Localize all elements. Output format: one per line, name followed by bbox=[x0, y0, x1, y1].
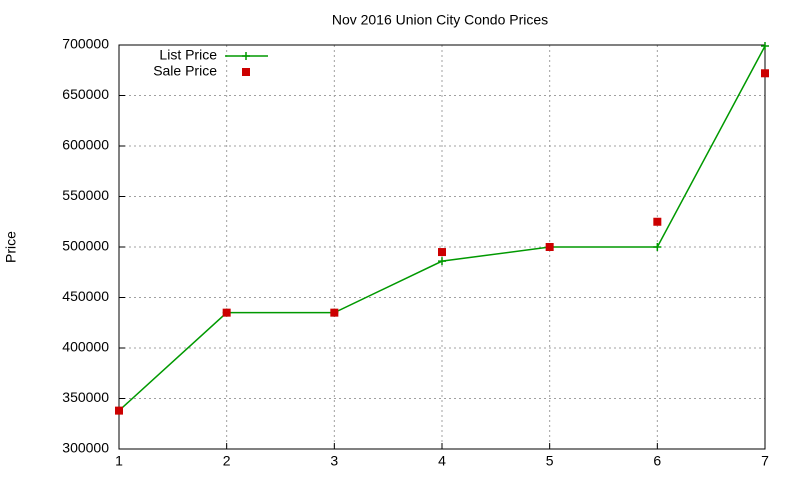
x-tick-label: 2 bbox=[223, 453, 231, 469]
y-axis-label: Price bbox=[3, 231, 19, 263]
point-marker bbox=[761, 42, 769, 51]
point-marker bbox=[222, 308, 231, 317]
x-tick-label: 4 bbox=[438, 453, 446, 469]
y-tick-label: 300000 bbox=[62, 440, 109, 456]
point-marker bbox=[545, 243, 554, 251]
y-tick-label: 650000 bbox=[62, 86, 109, 102]
plot-frame bbox=[118, 44, 766, 450]
chart-title: Nov 2016 Union City Condo Prices bbox=[332, 12, 548, 28]
y-tick-label: 700000 bbox=[62, 36, 109, 52]
legend-marker bbox=[242, 52, 250, 60]
x-tick-label: 1 bbox=[115, 453, 123, 469]
y-tick-label: 450000 bbox=[62, 288, 109, 304]
point-marker bbox=[653, 217, 662, 226]
point-marker bbox=[653, 243, 662, 251]
y-tick-label: 500000 bbox=[62, 238, 109, 254]
x-tick-label: 7 bbox=[761, 453, 769, 469]
y-tick-label: 350000 bbox=[62, 389, 109, 405]
point-marker bbox=[761, 69, 769, 78]
point-marker bbox=[438, 257, 446, 266]
y-tick-label: 600000 bbox=[62, 137, 109, 153]
point-marker bbox=[330, 308, 339, 317]
y-tick-label: 550000 bbox=[62, 187, 109, 203]
point-marker bbox=[115, 406, 123, 415]
y-tick-label: 400000 bbox=[62, 339, 109, 355]
point-marker bbox=[438, 248, 446, 257]
x-tick-label: 3 bbox=[330, 453, 338, 469]
legend-label: List Price bbox=[159, 47, 217, 63]
x-tick-label: 6 bbox=[653, 453, 661, 469]
legend-marker bbox=[242, 68, 250, 76]
legend-label: Sale Price bbox=[153, 63, 217, 79]
x-tick-label: 5 bbox=[546, 453, 554, 469]
